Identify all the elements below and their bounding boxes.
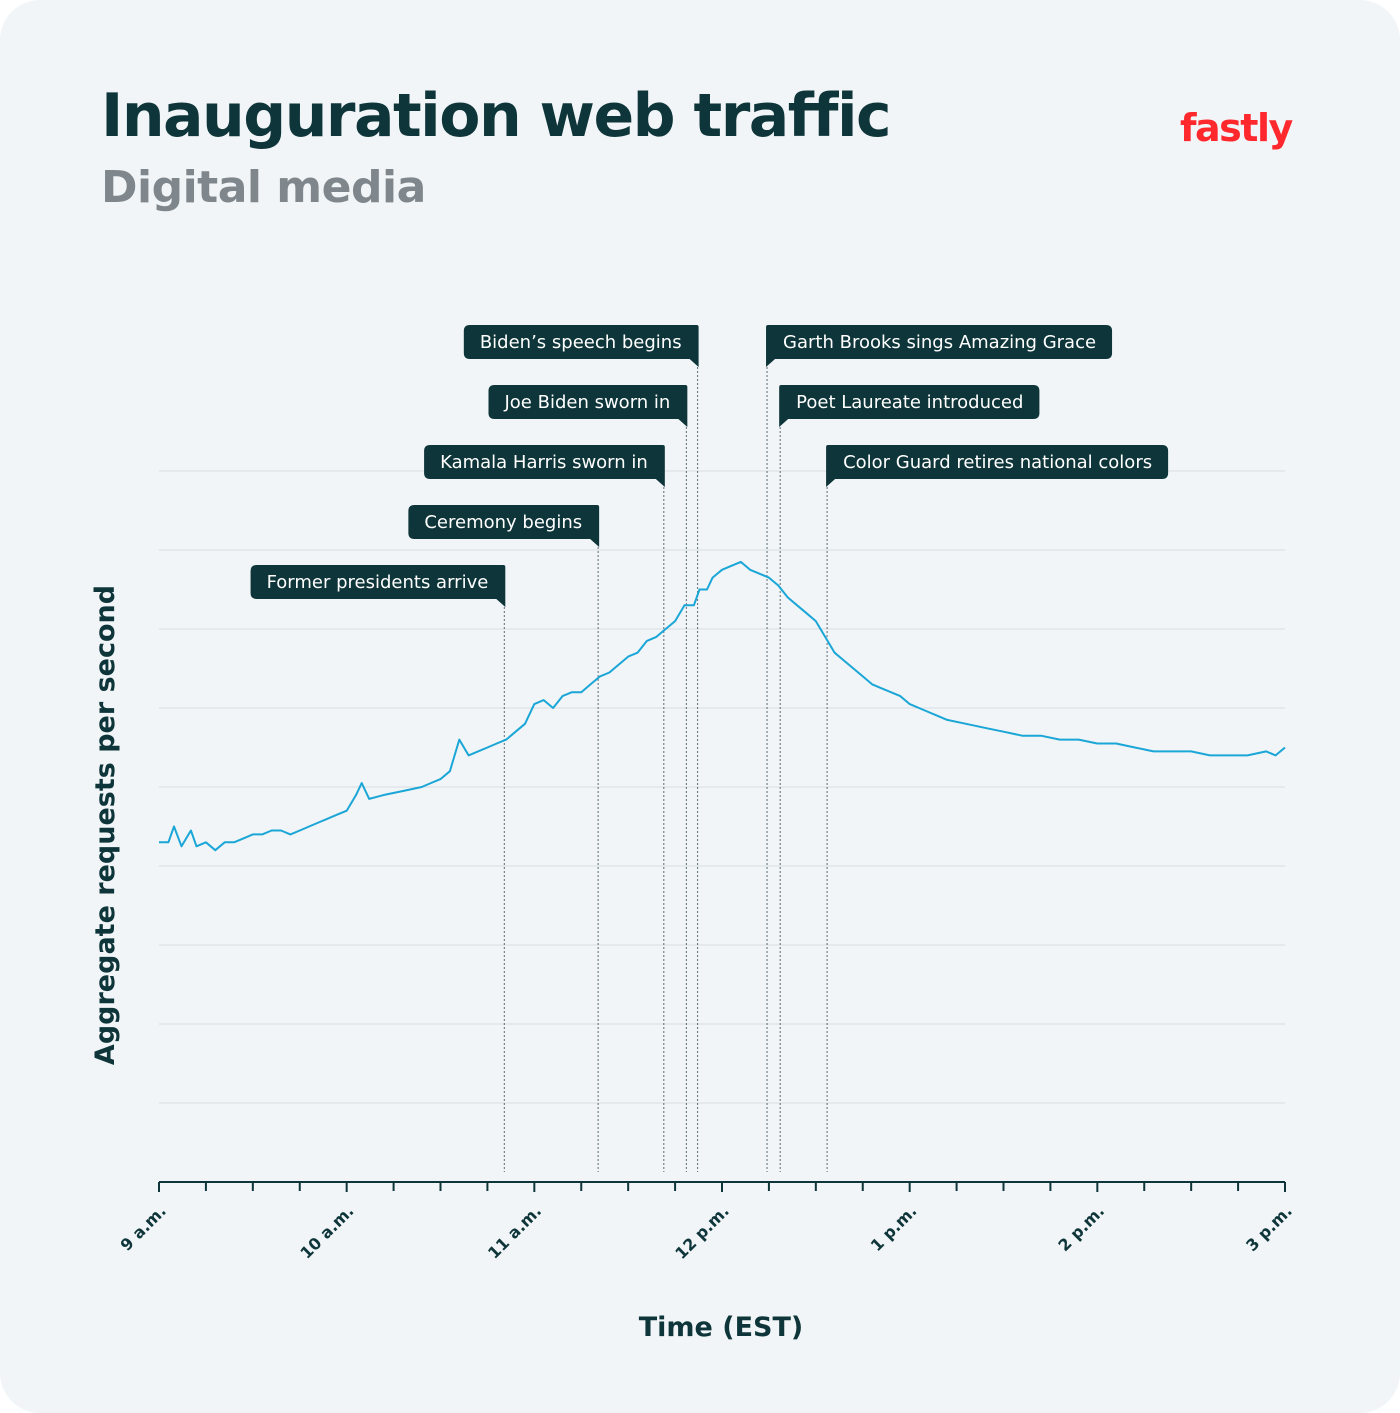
annotation-label: Ceremony begins bbox=[424, 512, 582, 533]
annotation-box bbox=[779, 385, 1040, 427]
series-line bbox=[159, 560, 1286, 852]
fastly-logo: fastly bbox=[1180, 106, 1293, 150]
annotation-label: Poet Laureate introduced bbox=[796, 392, 1023, 413]
annotation-label: Kamala Harris sworn in bbox=[440, 452, 648, 473]
series-group bbox=[159, 560, 1286, 852]
annotation-label: Former presidents arrive bbox=[267, 572, 489, 593]
x-tick-label: 2 p.m. bbox=[1054, 1201, 1108, 1255]
x-axis: 9 a.m. 10 a.m. 11 a.m. 12 p.m. 1 p.m. 2 p.m. 3… bbox=[117, 1181, 1296, 1263]
y-axis-label: Aggregate requests per second bbox=[90, 585, 121, 1065]
annotation-box bbox=[766, 325, 1113, 367]
annotation-guides bbox=[503, 359, 828, 1172]
annotation-box bbox=[250, 565, 506, 607]
annotation-label: Joe Biden sworn in bbox=[503, 392, 670, 413]
annotation: Poet Laureate introduced bbox=[779, 385, 1040, 427]
x-tick-label: 9 a.m. bbox=[117, 1201, 170, 1254]
annotation: Joe Biden sworn in bbox=[488, 385, 688, 427]
annotation: Biden’s speech begins bbox=[463, 325, 699, 367]
x-tick-label: 11 a.m. bbox=[484, 1201, 545, 1262]
annotation-box bbox=[463, 325, 699, 367]
x-tick-label: 1 p.m. bbox=[867, 1201, 921, 1255]
annotation: Former presidents arrive bbox=[250, 565, 506, 607]
gridlines bbox=[159, 470, 1285, 1104]
x-tick-label: 3 p.m. bbox=[1242, 1201, 1296, 1255]
annotation-label: Color Guard retires national colors bbox=[843, 452, 1152, 473]
annotation-label: Garth Brooks sings Amazing Grace bbox=[783, 332, 1096, 353]
x-tick-label: 12 p.m. bbox=[671, 1201, 733, 1263]
chart-title: Inauguration web traffic bbox=[101, 81, 892, 151]
annotation-box bbox=[408, 505, 600, 547]
x-tick-label: 10 a.m. bbox=[296, 1201, 357, 1262]
annotation: Ceremony begins bbox=[408, 505, 600, 547]
annotation-box bbox=[826, 445, 1169, 487]
annotation: Garth Brooks sings Amazing Grace bbox=[766, 325, 1113, 367]
annotation-box bbox=[488, 385, 688, 427]
annotations: Former presidents arrive Ceremony begins K… bbox=[250, 325, 1169, 607]
x-axis-label: Time (EST) bbox=[639, 1312, 804, 1343]
annotation-box bbox=[424, 445, 665, 487]
annotation: Kamala Harris sworn in bbox=[424, 445, 665, 487]
chart-subtitle: Digital media bbox=[101, 162, 426, 213]
annotation: Color Guard retires national colors bbox=[826, 445, 1169, 487]
annotation-label: Biden’s speech begins bbox=[480, 332, 682, 353]
